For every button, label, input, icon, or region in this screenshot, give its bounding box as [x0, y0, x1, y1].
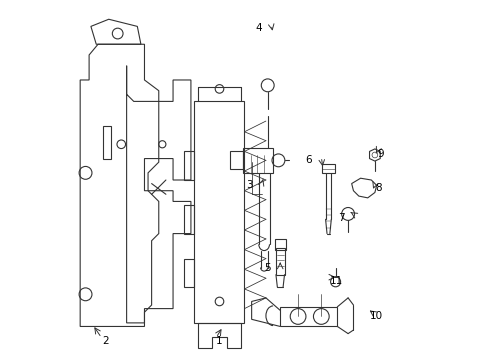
Bar [322, 164, 334, 173]
Text: 6: 6 [305, 156, 311, 165]
Text: 4: 4 [255, 23, 262, 33]
Text: 2: 2 [102, 337, 108, 346]
Text: 3: 3 [246, 180, 253, 190]
Bar [183, 258, 194, 287]
Bar [280, 307, 337, 327]
Text: 8: 8 [374, 183, 381, 193]
Bar [275, 248, 284, 275]
Bar [183, 205, 194, 234]
Text: 9: 9 [377, 149, 384, 159]
Bar [242, 148, 272, 173]
Bar [274, 239, 285, 249]
Bar [230, 152, 242, 169]
Text: 10: 10 [369, 311, 383, 321]
Text: 5: 5 [264, 262, 270, 273]
Text: 1: 1 [216, 337, 223, 346]
Bar [103, 126, 111, 158]
Text: 7: 7 [337, 212, 344, 222]
Text: 11: 11 [329, 276, 342, 286]
Bar [194, 102, 244, 323]
Bar [183, 152, 194, 180]
